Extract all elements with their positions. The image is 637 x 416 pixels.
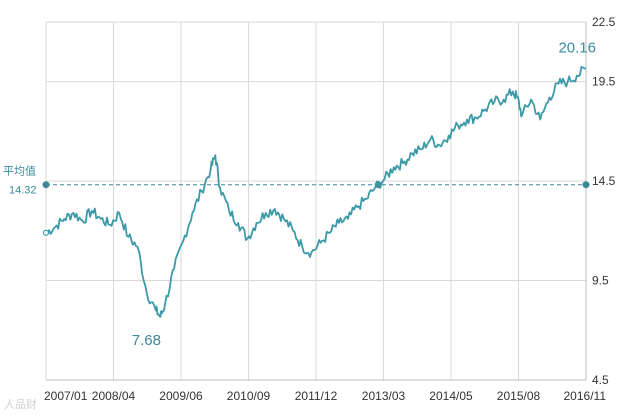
x-tick-label: 2008/04	[92, 389, 136, 403]
series-start-marker	[42, 229, 50, 236]
average-label: 平均值	[3, 165, 36, 178]
annotations: 7.68 20.16	[132, 40, 596, 349]
grid-lines	[45, 21, 587, 381]
average-value-label: 14.32	[9, 185, 37, 197]
average-line-group: 平均值 14.32	[3, 165, 590, 197]
series-line	[45, 66, 586, 318]
average-marker-right	[582, 181, 590, 189]
watermark: 人品财	[4, 397, 37, 411]
y-tick-label: 9.5	[592, 274, 609, 288]
y-tick-label: 22.5	[592, 15, 616, 29]
x-tick-label: 2014/05	[429, 389, 473, 403]
y-tick-label: 19.5	[592, 75, 616, 89]
y-tick-label: 4.5	[592, 373, 609, 387]
x-tick-label: 2009/06	[159, 389, 203, 403]
y-tick-label: 14.5	[592, 174, 616, 188]
x-tick-label: 2013/03	[362, 389, 406, 403]
x-tick-label: 2011/12	[295, 389, 338, 403]
x-tick-label: 2016/11	[564, 389, 607, 403]
x-tick-label: 2007/01	[44, 389, 88, 403]
average-marker-left	[42, 181, 50, 189]
y-axis-ticks: 4.5 9.5 14.5 19.5 22.5	[592, 15, 616, 387]
latest-value-label: 20.16	[558, 40, 596, 57]
min-value-label: 7.68	[132, 332, 161, 349]
x-tick-label: 2015/08	[497, 389, 541, 403]
x-tick-label: 2010/09	[227, 389, 271, 403]
series-group	[42, 66, 586, 318]
x-axis-ticks: 2007/01 2008/04 2009/06 2010/09 2011/12 2013/…	[44, 389, 606, 403]
